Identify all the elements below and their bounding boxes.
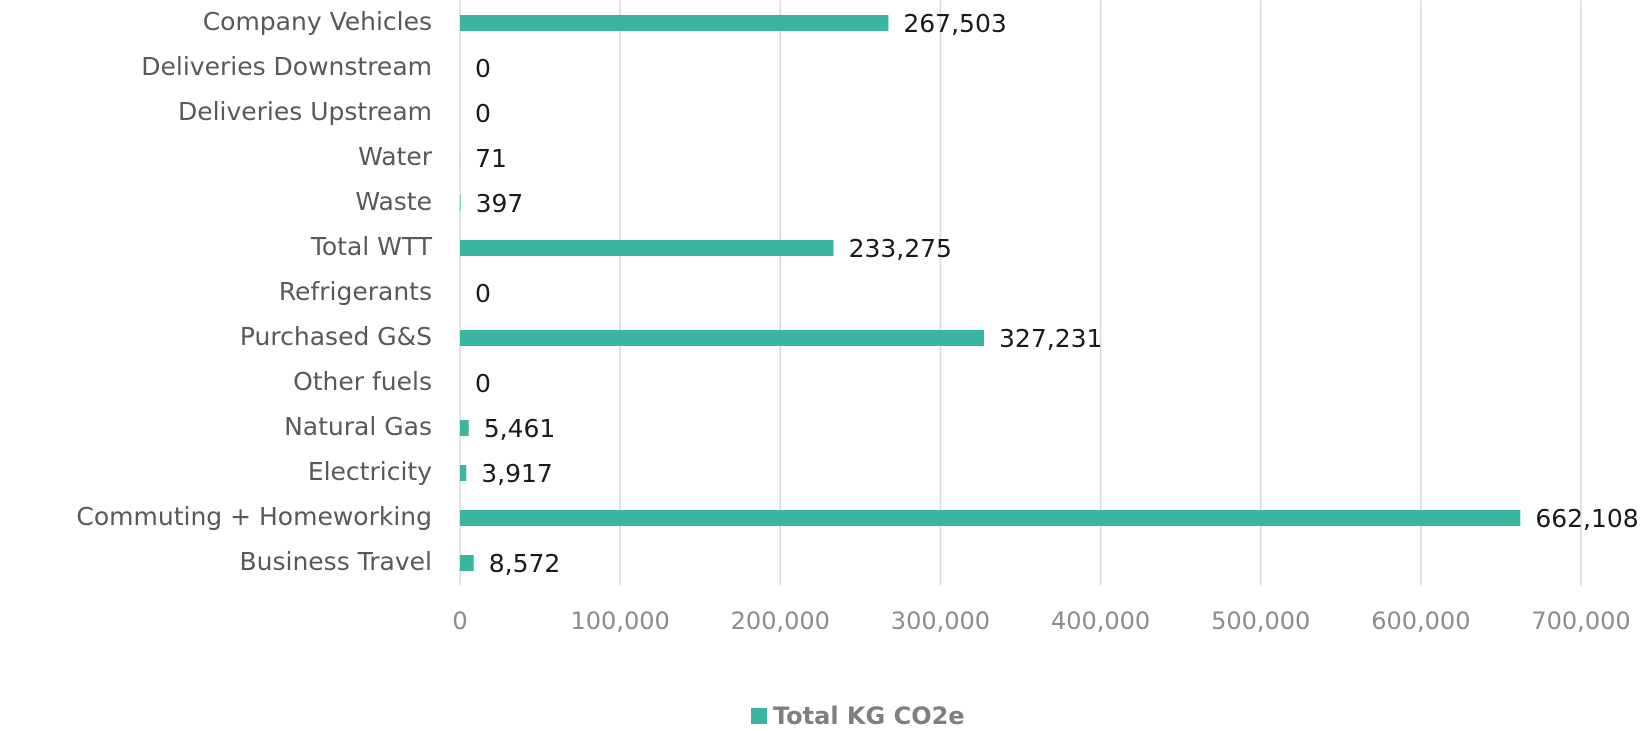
y-tick-label: Commuting + Homeworking <box>76 502 432 531</box>
bar <box>460 510 1521 526</box>
x-tick-label: 600,000 <box>1371 607 1470 635</box>
y-tick-label: Purchased G&S <box>240 322 432 351</box>
data-label: 0 <box>475 54 491 83</box>
y-tick-label: Deliveries Downstream <box>141 52 432 81</box>
data-label: 5,461 <box>484 414 556 443</box>
data-label: 8,572 <box>489 549 561 578</box>
legend-label: Total KG CO2e <box>773 702 965 730</box>
y-tick-label: Other fuels <box>293 367 432 396</box>
y-tick-label: Deliveries Upstream <box>178 97 432 126</box>
x-tick-label: 100,000 <box>571 607 670 635</box>
bar <box>460 420 469 436</box>
x-tick-label: 0 <box>452 607 467 635</box>
x-tick-label: 400,000 <box>1051 607 1150 635</box>
legend-swatch <box>751 708 767 724</box>
y-tick-label: Business Travel <box>239 547 432 576</box>
y-tick-label: Refrigerants <box>279 277 432 306</box>
x-tick-label: 300,000 <box>891 607 990 635</box>
bar <box>460 465 467 481</box>
data-label: 0 <box>475 279 491 308</box>
y-tick-label: Electricity <box>308 457 432 486</box>
data-label: 662,108 <box>1535 504 1638 533</box>
data-label: 327,231 <box>999 324 1102 353</box>
y-tick-label: Natural Gas <box>284 412 432 441</box>
data-label: 233,275 <box>849 234 952 263</box>
x-tick-label: 700,000 <box>1531 607 1630 635</box>
bar <box>460 240 834 256</box>
data-label: 267,503 <box>903 9 1006 38</box>
bar <box>460 330 985 346</box>
y-tick-label: Waste <box>355 187 432 216</box>
y-tick-label: Total WTT <box>310 232 433 261</box>
bar <box>460 195 461 211</box>
x-tick-label: 200,000 <box>731 607 830 635</box>
data-label: 0 <box>475 369 491 398</box>
y-tick-label: Water <box>358 142 433 171</box>
bar <box>460 555 474 571</box>
data-label: 3,917 <box>481 459 553 488</box>
y-tick-label: Company Vehicles <box>203 7 432 36</box>
data-label: 0 <box>475 99 491 128</box>
data-label: 71 <box>475 144 507 173</box>
x-tick-label: 500,000 <box>1211 607 1310 635</box>
bar <box>460 15 889 31</box>
data-label: 397 <box>476 189 524 218</box>
